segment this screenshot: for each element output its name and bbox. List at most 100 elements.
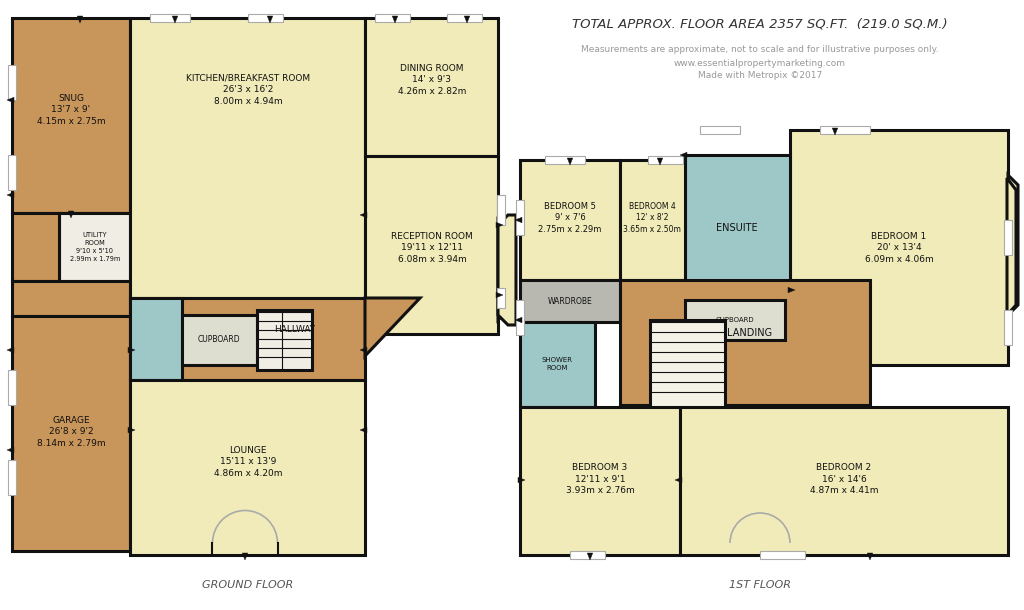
Polygon shape — [498, 220, 510, 320]
Text: BEDROOM 5
9' x 7'6
2.75m x 2.29m: BEDROOM 5 9' x 7'6 2.75m x 2.29m — [539, 202, 602, 234]
Polygon shape — [172, 16, 178, 23]
Polygon shape — [657, 158, 663, 165]
Bar — [12, 281, 130, 316]
Bar — [497, 195, 505, 225]
Bar — [545, 156, 585, 164]
Bar — [520, 280, 620, 322]
Polygon shape — [496, 292, 503, 298]
Text: KITCHEN/BREAKFAST ROOM
26'3 x 16'2
8.00m x 4.94m: KITCHEN/BREAKFAST ROOM 26'3 x 16'2 8.00m… — [186, 74, 310, 106]
Text: TOTAL APPROX. FLOOR AREA 2357 SQ.FT.  (219.0 SQ.M.): TOTAL APPROX. FLOOR AREA 2357 SQ.FT. (21… — [572, 18, 948, 30]
Polygon shape — [680, 152, 687, 158]
Bar — [59, 213, 130, 281]
Bar — [520, 407, 680, 555]
Polygon shape — [7, 192, 14, 198]
Bar — [130, 18, 365, 298]
Bar — [150, 14, 190, 22]
Bar — [520, 322, 595, 407]
Bar — [248, 14, 283, 22]
Text: LOUNGE
15'11 x 13'9
4.86m x 4.20m: LOUNGE 15'11 x 13'9 4.86m x 4.20m — [214, 446, 283, 478]
Bar — [182, 315, 257, 365]
Bar — [620, 160, 685, 280]
Polygon shape — [128, 347, 135, 353]
Bar — [12, 213, 59, 281]
Bar — [8, 370, 16, 405]
Text: SNUG
13'7 x 9'
4.15m x 2.75m: SNUG 13'7 x 9' 4.15m x 2.75m — [37, 94, 105, 126]
Bar — [497, 288, 505, 308]
Polygon shape — [77, 16, 83, 23]
Text: RECEPTION ROOM
19'11 x 12'11
6.08m x 3.94m: RECEPTION ROOM 19'11 x 12'11 6.08m x 3.9… — [391, 232, 473, 264]
Bar — [648, 156, 683, 164]
Text: BEDROOM 3
12'11 x 9'1
3.93m x 2.76m: BEDROOM 3 12'11 x 9'1 3.93m x 2.76m — [565, 463, 635, 495]
Bar — [12, 18, 130, 213]
Polygon shape — [675, 477, 682, 483]
Text: Made with Metropix ©2017: Made with Metropix ©2017 — [698, 71, 822, 81]
Polygon shape — [587, 553, 593, 560]
Polygon shape — [464, 16, 470, 23]
Polygon shape — [567, 158, 572, 165]
Bar — [620, 280, 870, 405]
Polygon shape — [867, 553, 872, 560]
Text: LANDING: LANDING — [727, 328, 772, 338]
Polygon shape — [360, 212, 367, 218]
Text: BEDROOM 2
16' x 14'6
4.87m x 4.41m: BEDROOM 2 16' x 14'6 4.87m x 4.41m — [810, 463, 879, 495]
Polygon shape — [7, 97, 14, 102]
Bar — [130, 380, 365, 555]
Text: www.essentialpropertymarketing.com: www.essentialpropertymarketing.com — [674, 59, 846, 68]
Text: DINING ROOM
14' x 9'3
4.26m x 2.82m: DINING ROOM 14' x 9'3 4.26m x 2.82m — [397, 63, 466, 96]
Bar — [12, 316, 130, 551]
Polygon shape — [243, 553, 248, 560]
Bar — [700, 126, 740, 134]
Text: UTILITY
ROOM
9'10 x 5'10
2.99m x 1.79m: UTILITY ROOM 9'10 x 5'10 2.99m x 1.79m — [70, 232, 120, 262]
Polygon shape — [518, 477, 525, 483]
Bar — [8, 155, 16, 190]
Bar — [760, 551, 805, 559]
Polygon shape — [7, 347, 14, 353]
Bar — [130, 298, 182, 380]
Bar — [516, 300, 524, 335]
Polygon shape — [1008, 175, 1018, 315]
Polygon shape — [833, 128, 838, 135]
Bar — [365, 156, 498, 334]
Bar — [820, 126, 870, 134]
Bar — [570, 551, 605, 559]
Bar — [516, 200, 524, 235]
Text: WARDROBE: WARDROBE — [548, 296, 592, 306]
Text: SHOWER
ROOM: SHOWER ROOM — [542, 357, 572, 371]
Polygon shape — [7, 447, 14, 453]
Polygon shape — [128, 427, 135, 432]
Bar — [8, 460, 16, 495]
Polygon shape — [267, 16, 272, 23]
Bar — [8, 65, 16, 100]
Bar — [447, 14, 482, 22]
Bar — [790, 130, 1008, 365]
Bar — [650, 320, 725, 410]
Bar — [680, 407, 1008, 555]
Text: GARAGE
26'8 x 9'2
8.14m x 2.79m: GARAGE 26'8 x 9'2 8.14m x 2.79m — [37, 415, 105, 448]
Text: BEDROOM 1
20' x 13'4
6.09m x 4.06m: BEDROOM 1 20' x 13'4 6.09m x 4.06m — [864, 232, 933, 264]
Bar — [520, 160, 620, 280]
Polygon shape — [788, 287, 795, 293]
Text: 1ST FLOOR: 1ST FLOOR — [729, 580, 791, 590]
Text: CUPBOARD: CUPBOARD — [716, 317, 755, 323]
Text: Measurements are approximate, not to scale and for illustrative purposes only.: Measurements are approximate, not to sca… — [582, 46, 939, 54]
Bar — [365, 18, 498, 156]
Polygon shape — [1007, 178, 1016, 315]
Polygon shape — [360, 427, 367, 432]
Bar — [257, 310, 312, 370]
Polygon shape — [392, 16, 397, 23]
Bar — [375, 14, 410, 22]
Bar — [130, 298, 365, 380]
Bar — [1004, 220, 1012, 255]
Text: GROUND FLOOR: GROUND FLOOR — [203, 580, 294, 590]
Bar — [685, 155, 790, 300]
Bar — [59, 213, 130, 281]
Polygon shape — [515, 217, 522, 223]
Polygon shape — [360, 347, 367, 353]
Polygon shape — [69, 211, 74, 218]
Bar — [1004, 310, 1012, 345]
Polygon shape — [365, 298, 420, 356]
Polygon shape — [515, 317, 522, 323]
Bar — [685, 300, 785, 340]
Text: CUPBOARD: CUPBOARD — [198, 336, 241, 345]
Text: ENSUITE: ENSUITE — [716, 223, 758, 233]
